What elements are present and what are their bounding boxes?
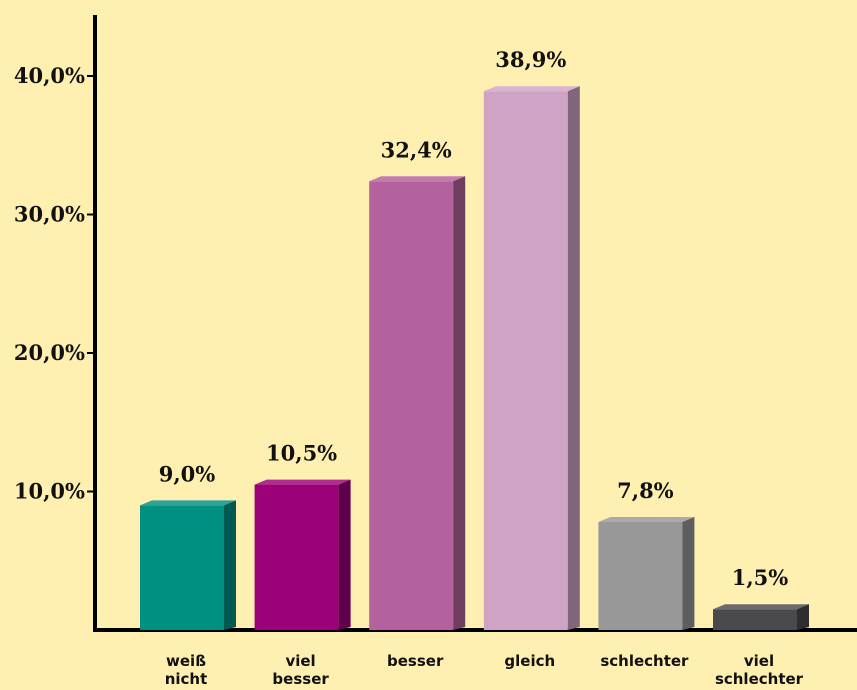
y-tick-label: 40,0%: [14, 63, 85, 88]
bar-side-face: [338, 479, 351, 630]
bar-top-face: [254, 479, 351, 485]
x-tick-label-line: schlechter: [600, 652, 689, 670]
x-tick-label-line: nicht: [164, 670, 208, 688]
bar-side-face: [682, 516, 695, 630]
x-tick-label-line: viel: [285, 652, 316, 670]
x-tick-label-line: besser: [272, 670, 329, 688]
y-tick-label: 10,0%: [14, 479, 85, 504]
bar: [369, 181, 454, 630]
bar-top-face: [483, 86, 580, 92]
bar: [483, 91, 568, 631]
bar: [140, 505, 224, 630]
bar: [713, 609, 797, 630]
bar-top-face: [713, 604, 809, 610]
x-tick-label-line: schlechter: [714, 670, 804, 688]
bar-side-face: [453, 176, 466, 630]
data-label: 7,8%: [617, 478, 674, 503]
bar-side-face: [797, 604, 809, 630]
bar: [598, 521, 683, 630]
x-tick-label-line: viel: [743, 652, 775, 670]
data-label: 10,5%: [266, 441, 337, 466]
bar-side-face: [567, 86, 580, 631]
bar-side-face: [224, 500, 236, 630]
bar-top-face: [140, 500, 236, 506]
x-tick-label-line: gleich: [504, 652, 556, 670]
bar-top-face: [369, 176, 466, 182]
x-tick-label: weiß nicht: [131, 652, 241, 688]
x-tick-label-line: besser: [387, 652, 444, 670]
bar-top-face: [598, 516, 695, 522]
x-tick-label: viel schlechter: [704, 652, 814, 688]
x-tick-label-line: weiß: [166, 652, 206, 670]
bar: [254, 484, 339, 630]
y-tick-label: 30,0%: [14, 202, 85, 227]
y-tick-label: 20,0%: [14, 340, 85, 365]
data-label: 32,4%: [381, 137, 452, 162]
data-label: 38,9%: [495, 47, 566, 72]
x-tick-label: viel besser: [246, 652, 356, 688]
x-tick-label: gleich: [475, 652, 585, 670]
data-label: 1,5%: [732, 565, 789, 590]
x-tick-label: besser: [360, 652, 470, 670]
x-tick-label: schlechter: [589, 652, 699, 670]
data-label: 9,0%: [159, 461, 216, 486]
